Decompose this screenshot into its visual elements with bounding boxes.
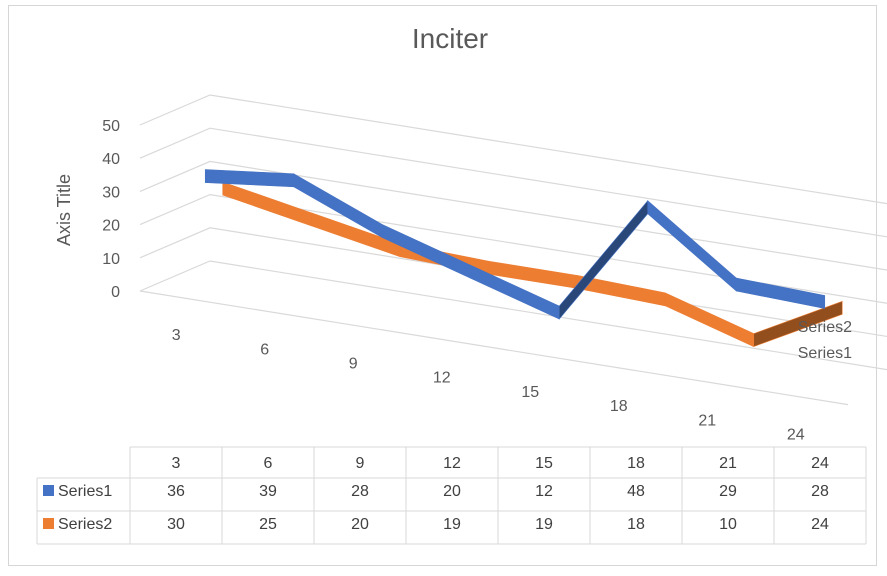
table-value-cell: 20 bbox=[443, 483, 461, 500]
x-tick-label: 6 bbox=[260, 341, 269, 358]
gridline bbox=[139, 227, 887, 338]
table-header-cell: 24 bbox=[811, 455, 829, 472]
y-tick-label: 20 bbox=[102, 218, 120, 235]
series-segment bbox=[558, 199, 649, 320]
series-series2 bbox=[222, 181, 843, 348]
table-header-cell: 21 bbox=[719, 455, 737, 472]
table-value-cell: 30 bbox=[167, 516, 185, 533]
table-header-cell: 9 bbox=[356, 455, 365, 472]
y-tick-label: 40 bbox=[102, 151, 120, 168]
table-value-cell: 20 bbox=[351, 516, 369, 533]
table-value-cell: 24 bbox=[811, 516, 829, 533]
y-tick-label: 30 bbox=[102, 184, 120, 201]
y-axis-title: Axis Title bbox=[54, 174, 74, 246]
x-tick-label: 3 bbox=[172, 327, 181, 344]
table-header-cell: 6 bbox=[264, 455, 273, 472]
gridline bbox=[139, 260, 887, 371]
table-value-cell: 18 bbox=[627, 516, 645, 533]
gridline bbox=[139, 127, 887, 238]
table-value-cell: 36 bbox=[167, 483, 185, 500]
y-tick-label: 10 bbox=[102, 251, 120, 268]
table-header-cell: 3 bbox=[172, 455, 181, 472]
x-tick-label: 18 bbox=[610, 398, 628, 415]
table-value-cell: 29 bbox=[719, 483, 737, 500]
table-value-cell: 10 bbox=[719, 516, 737, 533]
table-value-cell: 28 bbox=[811, 483, 829, 500]
legend-key bbox=[43, 485, 54, 496]
table-header-cell: 18 bbox=[627, 455, 645, 472]
table-series-name: Series1 bbox=[58, 483, 112, 500]
x-tick-label: 12 bbox=[433, 370, 451, 387]
series-segment bbox=[664, 292, 755, 348]
table-value-cell: 12 bbox=[535, 483, 553, 500]
floor-edge bbox=[139, 290, 849, 406]
table-header-cell: 15 bbox=[535, 455, 553, 472]
table-value-cell: 28 bbox=[351, 483, 369, 500]
legend-key bbox=[43, 518, 54, 529]
x-tick-label: 24 bbox=[787, 427, 805, 444]
table-value-cell: 19 bbox=[535, 516, 553, 533]
chart-title: Inciter bbox=[412, 23, 488, 54]
table-series-name: Series2 bbox=[58, 516, 112, 533]
table-value-cell: 19 bbox=[443, 516, 461, 533]
series-segment bbox=[735, 277, 826, 309]
series-segment bbox=[647, 200, 737, 292]
table-value-cell: 39 bbox=[259, 483, 277, 500]
gridline bbox=[139, 94, 887, 205]
x-tick-label: 21 bbox=[698, 412, 716, 429]
gridline bbox=[139, 193, 887, 304]
y-tick-label: 50 bbox=[102, 118, 120, 135]
x-tick-label: 15 bbox=[521, 384, 539, 401]
depth-axis-label: Series1 bbox=[798, 345, 852, 362]
series-series1 bbox=[204, 169, 826, 320]
x-tick-label: 9 bbox=[349, 356, 358, 373]
depth-axis-label: Series2 bbox=[798, 319, 852, 336]
table-value-cell: 48 bbox=[627, 483, 645, 500]
series-segment bbox=[753, 300, 843, 348]
table-header-cell: 12 bbox=[443, 455, 461, 472]
table-value-cell: 25 bbox=[259, 516, 277, 533]
y-tick-label: 0 bbox=[111, 284, 120, 301]
